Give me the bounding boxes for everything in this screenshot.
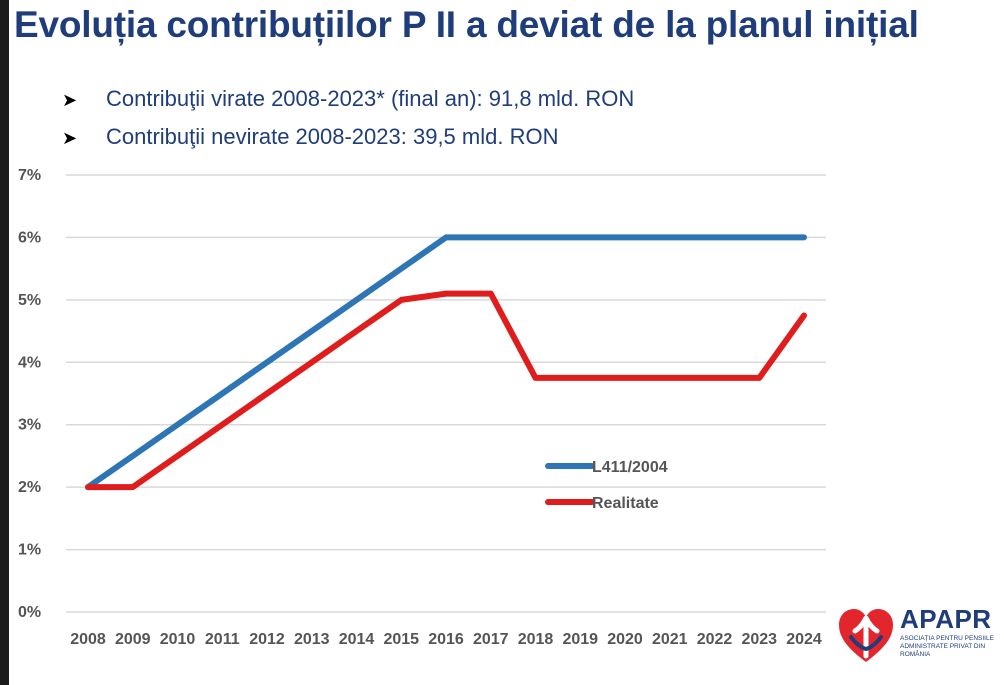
- logo-name: APAPR: [900, 604, 992, 634]
- x-tick-label: 2016: [428, 631, 464, 648]
- legend-label: L411/2004: [592, 459, 668, 476]
- x-tick-label: 2021: [652, 631, 688, 648]
- bullet-text: Contribuţii virate 2008-2023* (final an)…: [106, 86, 635, 111]
- y-tick-label: 2%: [18, 479, 41, 496]
- bullet-text: Contribuţii nevirate 2008-2023: 39,5 mld…: [106, 124, 559, 149]
- bullet-item: ➤ Contribuţii virate 2008-2023* (final an…: [62, 84, 634, 122]
- y-tick-label: 3%: [18, 417, 41, 434]
- x-tick-label: 2018: [518, 631, 554, 648]
- x-tick-label: 2010: [160, 631, 196, 648]
- x-tick-label: 2020: [607, 631, 643, 648]
- x-tick-label: 2024: [786, 631, 822, 648]
- series-line-l411-2004: [85, 234, 807, 491]
- series-line-realitate: [85, 290, 807, 491]
- apapr-heart-icon: [839, 609, 893, 662]
- y-tick-label: 5%: [18, 292, 41, 309]
- x-tick-label: 2011: [205, 631, 240, 648]
- bullet-list: ➤ Contribuţii virate 2008-2023* (final an…: [62, 84, 634, 160]
- apapr-logo: APAPR Asociația pentru Pensiile Administ…: [836, 604, 996, 668]
- x-tick-label: 2008: [70, 631, 106, 648]
- arrowhead-bullet-icon: ➤: [62, 90, 78, 110]
- logo-subtitle: Asociația pentru Pensiile Administrate P…: [900, 635, 994, 658]
- x-tick-label: 2015: [383, 631, 419, 648]
- slide-title: Evoluția contribuțiilor P II a deviat de…: [14, 4, 919, 45]
- y-tick-label: 0%: [18, 604, 41, 621]
- x-tick-label: 2014: [339, 631, 375, 648]
- y-tick-label: 6%: [18, 229, 41, 246]
- y-tick-label: 7%: [18, 167, 41, 184]
- legend-label: Realitate: [592, 495, 659, 512]
- y-tick-label: 4%: [18, 354, 41, 371]
- x-tick-label: 2009: [115, 631, 151, 648]
- left-edge-strip: [0, 0, 9, 685]
- arrowhead-bullet-icon: ➤: [62, 128, 78, 148]
- x-tick-label: 2012: [249, 631, 285, 648]
- x-tick-label: 2013: [294, 631, 330, 648]
- x-tick-label: 2017: [473, 631, 509, 648]
- y-tick-label: 1%: [18, 542, 41, 559]
- x-tick-label: 2019: [562, 631, 598, 648]
- x-tick-label: 2023: [741, 631, 777, 648]
- x-tick-label: 2022: [697, 631, 733, 648]
- bullet-item: ➤ Contribuţii nevirate 2008-2023: 39,5 ml…: [62, 122, 634, 160]
